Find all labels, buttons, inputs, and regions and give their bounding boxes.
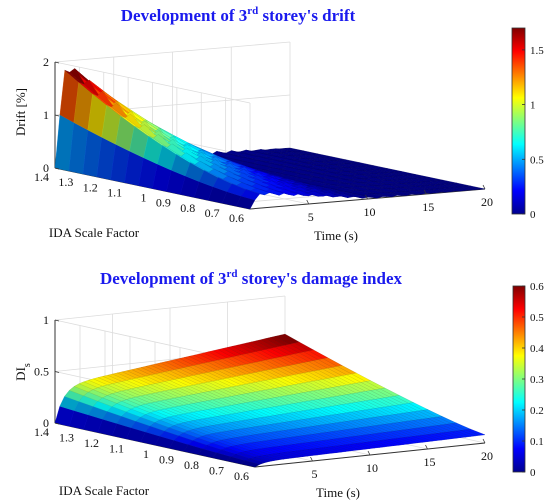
- time-tick: [306, 199, 310, 205]
- scale-tick-label: 1.4: [34, 425, 49, 439]
- time-tick-label: 5: [308, 210, 314, 224]
- scale-tick-label: 1.3: [59, 431, 74, 445]
- damage-surface: [54, 333, 486, 468]
- scale-tick-label: 0.8: [184, 458, 199, 472]
- z-tick-label: 0: [43, 161, 49, 175]
- scale-tick-label: 0.6: [229, 211, 244, 225]
- time-tick: [365, 194, 368, 200]
- scale-tick-label: 0.9: [156, 196, 171, 210]
- drift-surface: [54, 68, 486, 210]
- drift-colorbar: 0 0.5 1 1.5: [511, 27, 544, 221]
- scale-tick-label: 1: [143, 447, 149, 461]
- time-tick-label: 15: [422, 200, 434, 214]
- colorbar-tick-label: 0: [530, 467, 536, 479]
- scale-tick-label: 0.9: [159, 453, 174, 467]
- damage-time-label: Time (s): [316, 485, 360, 500]
- colorbar-tick-label: 0.4: [530, 343, 544, 355]
- z-tick-label: 1: [43, 108, 49, 122]
- damage-z-label: DIs: [13, 363, 33, 381]
- damage-scale-label: IDA Scale Factor: [59, 483, 150, 498]
- scale-tick-label: 0.7: [209, 464, 224, 478]
- z-tick: [54, 371, 60, 373]
- time-tick: [310, 456, 313, 462]
- colorbar-tick-label: 0: [530, 209, 536, 221]
- scale-tick-label: 1: [141, 191, 147, 205]
- z-tick-label: 1: [43, 313, 49, 327]
- time-tick-label: 10: [366, 461, 378, 475]
- colorbar-tick-label: 0.3: [530, 374, 544, 386]
- z-tick-label: 0.5: [34, 365, 49, 379]
- time-tick-label: 10: [364, 205, 376, 219]
- colorbar-tick-label: 0.6: [530, 281, 544, 293]
- z-tick: [54, 319, 60, 322]
- drift-time-label: Time (s): [314, 228, 358, 243]
- scale-tick-label: 1.1: [107, 185, 122, 199]
- drift-colorbar-bar: [511, 27, 526, 215]
- scale-tick-label: 1.2: [83, 180, 98, 194]
- time-tick: [482, 438, 486, 444]
- time-tick-label: 20: [481, 449, 493, 463]
- z-tick-label: 2: [43, 55, 49, 69]
- scale-tick-label: 0.8: [180, 201, 195, 215]
- drift-ticks: 0 1 2 5 10 15 20 1.4 1.3 1.2 1.1 1 0.9 0.8 0.7 0.6: [34, 55, 493, 225]
- colorbar-tick-label: 1: [530, 100, 536, 112]
- damage-title: Development of 3rd storey's damage index: [100, 268, 403, 288]
- time-tick: [425, 444, 428, 450]
- time-tick: [482, 184, 486, 190]
- colorbar-tick-label: 0.5: [530, 312, 544, 324]
- z-tick: [54, 422, 60, 425]
- scale-tick-label: 0.7: [205, 206, 220, 220]
- scale-tick-label: 1.3: [58, 175, 73, 189]
- z-tick: [54, 114, 60, 117]
- scale-tick-label: 1.1: [109, 442, 124, 456]
- colorbar-tick-label: 1.5: [530, 45, 544, 57]
- drift-title: Development of 3rd storey's drift: [121, 5, 356, 25]
- time-tick-label: 20: [481, 195, 493, 209]
- z-tick-label: 0: [43, 416, 49, 430]
- scale-tick-label: 1.4: [34, 170, 49, 184]
- colorbar-tick-label: 0.1: [530, 436, 544, 448]
- drift-z-label: Drift [%]: [13, 88, 28, 136]
- surface-patch: [465, 429, 486, 436]
- time-tick-label: 5: [312, 467, 318, 481]
- colorbar-tick-label: 0.2: [530, 405, 544, 417]
- time-tick: [367, 450, 371, 456]
- damage-colorbar: 0 0.1 0.2 0.3 0.4 0.5 0.6: [512, 281, 544, 479]
- damage-ticks: 00.515 10 15 201.4 1.3 1.2 1.1 1 0.9 0.8 0.7 0.6: [34, 313, 493, 483]
- damage-panel: Development of 3rd storey's damage index…: [13, 268, 544, 500]
- drift-scale-label: IDA Scale Factor: [49, 225, 140, 240]
- time-tick: [423, 189, 427, 195]
- colorbar-tick-label: 0.5: [530, 154, 544, 166]
- z-tick: [54, 167, 60, 170]
- z-tick: [54, 61, 60, 64]
- scale-tick-label: 0.6: [234, 469, 249, 483]
- scale-tick-label: 1.2: [84, 436, 99, 450]
- time-tick-label: 15: [424, 455, 436, 469]
